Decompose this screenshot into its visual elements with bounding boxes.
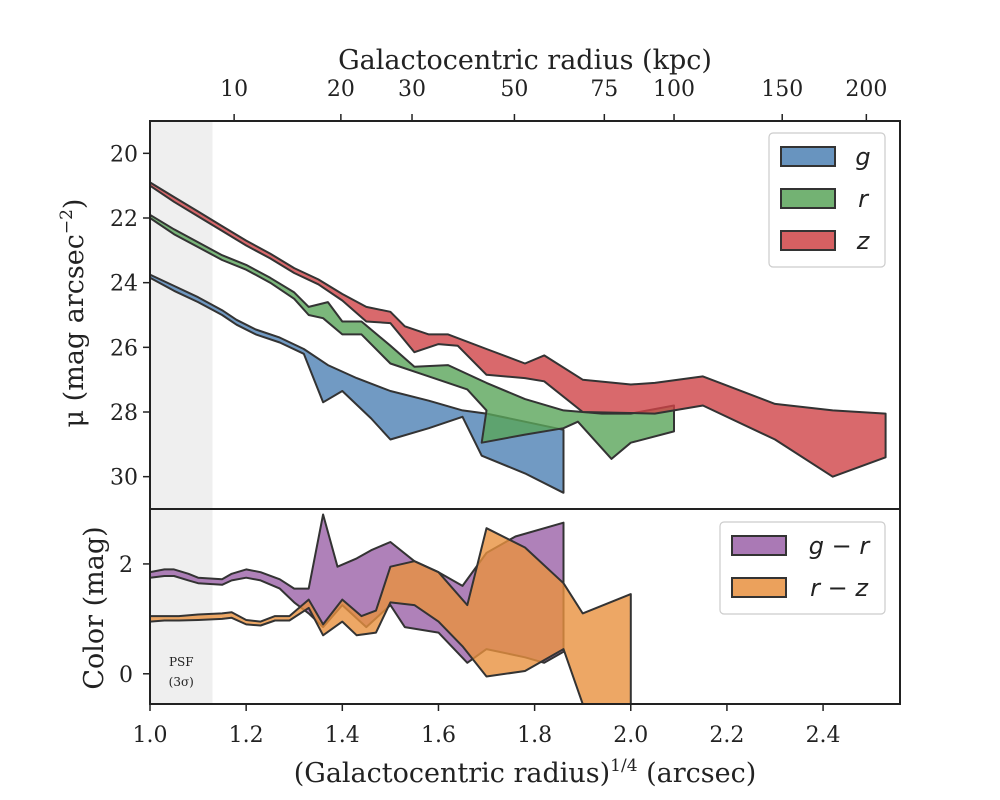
bottom-x-axis-label-base: (Galactocentric radius) [294,758,610,789]
top-x-tick-label: 30 [398,77,426,102]
top-x-tick-label: 150 [761,77,803,102]
bottom-y-axis-label: Color (mag) [79,526,110,689]
top-legend: grz [768,132,886,268]
band-r-1 [150,213,675,460]
psf-sigma-label: (3σ) [169,675,194,689]
top-x-tick-label: 100 [653,77,695,102]
bottom-x-tick-label: 1.2 [229,723,264,748]
legend-swatch [731,577,787,598]
legend-label: r − z [810,574,869,602]
top-kpc-axis: 10 20 30 50 75 100 150 200 [220,77,887,121]
legend-label: z [856,227,871,255]
bottom-x-axis: 1.0 1.2 1.4 1.6 1.8 2.0 2.2 2.4 [133,704,841,748]
legend-swatch [780,188,836,209]
top-y-tick-label: 22 [110,207,138,232]
bottom-y-tick-label: 0 [119,663,133,688]
legend-swatch [731,535,787,556]
top-y-axis: 20 22 24 26 28 30 [110,142,150,491]
psf-label: PSF [169,655,194,669]
bottom-x-axis-label-sup: 1/4 [610,756,637,776]
top-y-axis-label-close: ) [59,199,90,210]
bottom-y-tick-label: 2 [119,553,133,578]
bottom-y-axis: 02 [119,553,150,688]
band-z-2 [150,181,887,478]
top-x-tick-label: 50 [500,77,528,102]
legend-swatch [780,230,836,251]
bottom-x-tick-label: 1.6 [421,723,456,748]
top-x-tick-label: 200 [845,77,887,102]
top-x-tick-label: 10 [220,77,248,102]
psf-shaded-region [150,121,213,509]
band-rz-1 [150,527,632,704]
bottom-x-tick-label: 1.4 [325,723,360,748]
top-x-tick-label: 20 [327,77,355,102]
top-x-tick-label: 75 [590,77,618,102]
top-y-tick-label: 24 [110,272,138,297]
bottom-x-tick-label: 1.8 [517,723,552,748]
top-y-tick-label: 30 [110,466,138,491]
bottom-x-tick-label: 2.2 [709,723,744,748]
legend-label: g [855,143,870,171]
top-y-axis-label-sup: −2 [57,209,77,234]
top-y-tick-label: 26 [110,336,138,361]
bottom-x-axis-label: (Galactocentric radius)1/4 (arcsec) [294,756,757,789]
bottom-legend: g − r r − z [719,521,886,615]
legend-label: g − r [809,532,872,560]
band-g-0 [150,273,565,494]
top-y-axis-label-base: μ (mag arcsec [59,234,90,427]
bottom-x-tick-label: 1.0 [133,723,168,748]
legend-label: r [858,185,870,213]
color-panel: 02 1.0 1.2 1.4 1.6 1.8 2.0 2.2 2.4 PSF (3σ) (Ga… [79,508,901,789]
legend-swatch [780,146,836,167]
top-x-axis-label: Galactocentric radius (kpc) [338,45,712,76]
bottom-x-tick-label: 2.0 [613,723,648,748]
bottom-panel-frame [149,508,901,705]
bottom-x-tick-label: 2.4 [806,723,841,748]
top-y-axis-label: μ (mag arcsec−2) [57,199,90,428]
surface-brightness-panel: 20 22 24 26 28 30 10 20 30 50 75 100 150 200 Galacto… [57,45,901,510]
color-bands [150,513,632,704]
bottom-x-axis-label-tail: (arcsec) [638,758,757,789]
top-y-tick-label: 28 [110,401,138,426]
top-y-tick-label: 20 [110,142,138,167]
surface-brightness-bands [150,181,887,494]
psf-shaded-region-bottom [150,509,213,704]
